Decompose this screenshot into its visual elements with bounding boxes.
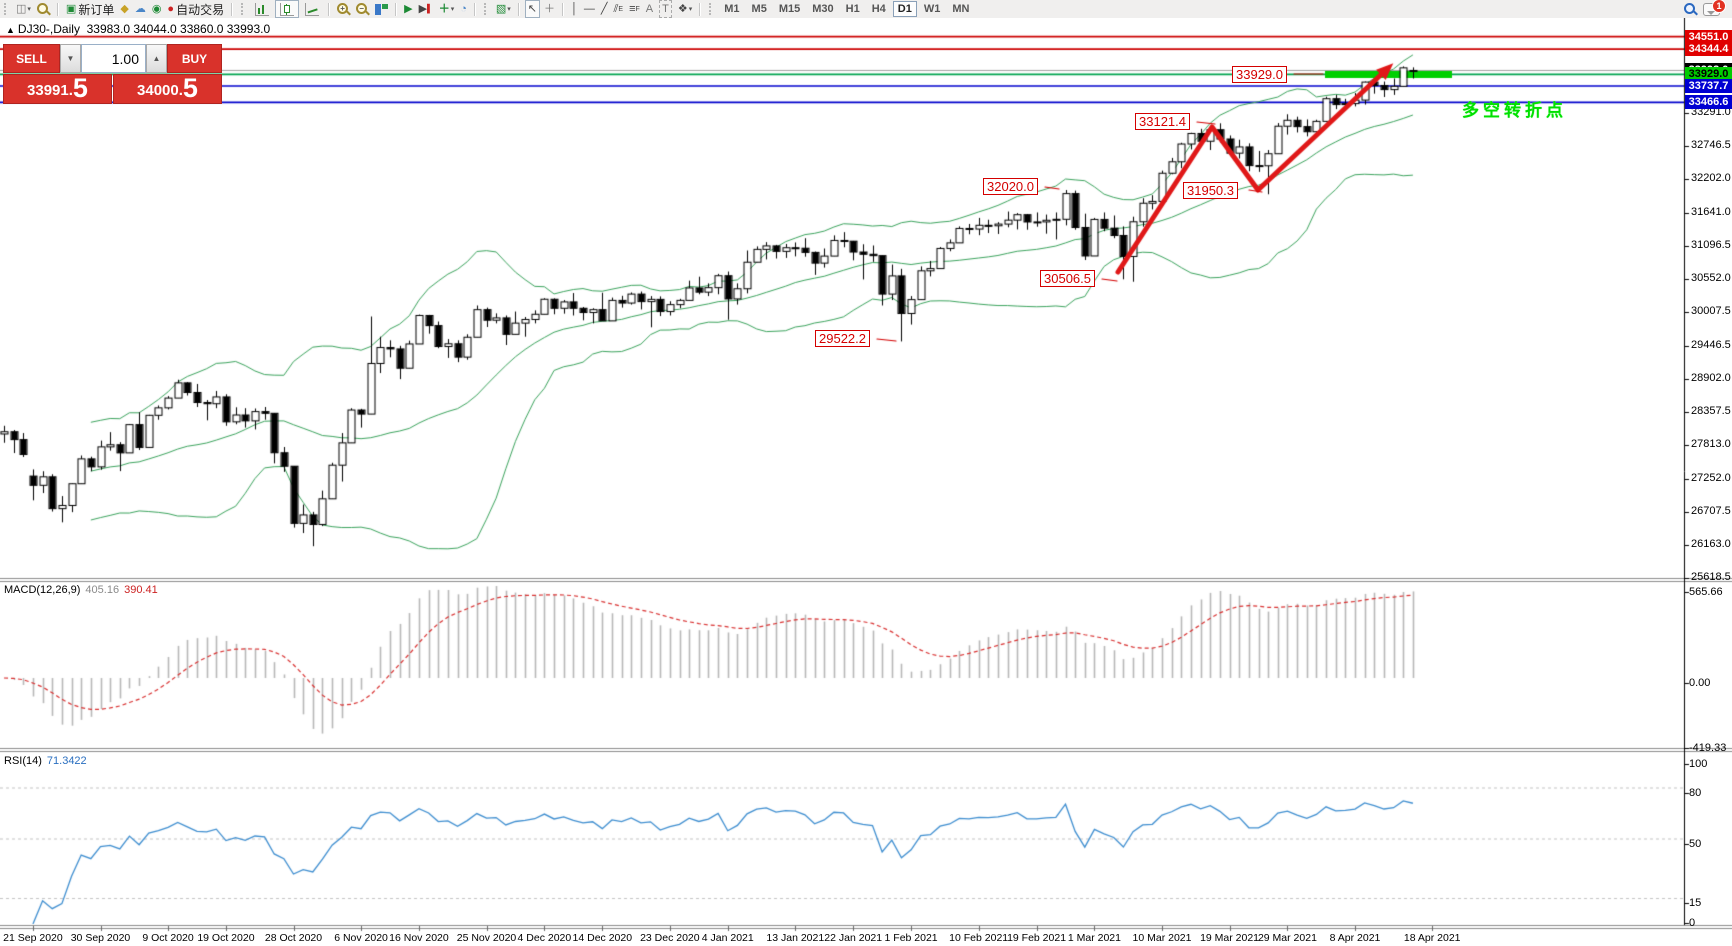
indicators-icon[interactable]: ＋ ▾	[438, 3, 455, 15]
chat-icon[interactable]: 1	[1701, 0, 1726, 17]
notification-badge: 1	[1712, 0, 1726, 13]
toolbar: ◫ ▾ ▣ 新订单 ◆ ☁ ◉ ● 自动交易 + − ▶ ▶ ▌ ＋ ▾ ◔ ▧ ▾ ↖ ＋…	[0, 0, 1732, 19]
cursor-icon[interactable]: ↖	[524, 0, 541, 18]
market-depth-icon[interactable]: ◆	[120, 3, 129, 15]
new-chart-icon[interactable]: ◫ ▾	[16, 3, 31, 15]
vertical-line-icon[interactable]: │	[571, 3, 578, 15]
toolbar-separator	[473, 2, 476, 16]
sell-button[interactable]: SELL	[3, 44, 60, 73]
chart-title: ▲ DJ30-,Daily 33983.0 34044.0 33860.0 339…	[6, 22, 271, 36]
crosshair-icon[interactable]: ＋	[544, 3, 556, 15]
fibonacci-icon[interactable]: ≡ F	[629, 3, 640, 15]
tf-d1-button[interactable]: D1	[892, 1, 917, 17]
toolbar-drag-handle[interactable]	[4, 3, 9, 15]
toolbar-drag-handle[interactable]	[483, 3, 489, 15]
tile-windows-icon[interactable]	[373, 1, 390, 17]
tf-h1-button[interactable]: H1	[845, 3, 860, 15]
chart-area: 33291.0 32746.5 32202.0 31641.0 31096.5 30552…	[0, 18, 1732, 946]
line-chart-icon[interactable]	[301, 1, 323, 17]
zoom-out-icon[interactable]: −	[354, 1, 371, 17]
profiles-icon[interactable]	[35, 1, 52, 17]
collapse-triangle-icon[interactable]: ▲	[6, 25, 15, 35]
buy-button[interactable]: BUY	[167, 44, 222, 73]
bar-chart-icon[interactable]	[251, 1, 273, 17]
auto-scroll-icon[interactable]: ▶	[404, 3, 413, 15]
tf-w1-button[interactable]: W1	[923, 3, 941, 15]
text-icon[interactable]: A	[645, 3, 654, 15]
tf-m30-button[interactable]: M30	[812, 3, 834, 15]
tf-m5-button[interactable]: M5	[751, 3, 767, 15]
chart-canvas[interactable]	[0, 18, 1732, 946]
volume-decrease-button[interactable]: ▼	[60, 44, 81, 73]
mql5-cloud-icon[interactable]: ☁	[134, 3, 146, 15]
toolbar-drag-handle[interactable]	[241, 3, 246, 15]
tf-h4-button[interactable]: H4	[871, 3, 886, 15]
one-click-trading-panel: SELL ▼ 1.00 ▲ BUY 33991. 5 34000. 5	[3, 44, 222, 104]
toolbar-separator	[517, 2, 520, 16]
text-label-icon[interactable]: T	[657, 0, 674, 18]
signals-icon[interactable]: ◉	[151, 3, 162, 15]
new-order-button[interactable]: ▣ 新订单	[65, 2, 115, 17]
sell-price[interactable]: 33991. 5	[3, 74, 112, 104]
toolbar-separator	[328, 2, 331, 16]
toolbar-drag-handle[interactable]	[709, 3, 714, 15]
macd-indicator-label: MACD(12,26,9) 405.16 390.41	[4, 584, 158, 596]
trendline-icon[interactable]: ╱	[600, 3, 608, 15]
tf-m15-button[interactable]: M15	[778, 3, 801, 15]
tf-mn-button[interactable]: MN	[952, 3, 970, 15]
chart-shift-icon[interactable]: ▶ ▌	[418, 3, 433, 15]
equidistant-channel-icon[interactable]: ⫽ E	[613, 3, 624, 15]
toolbar-separator	[699, 2, 702, 16]
candlestick-chart-icon[interactable]	[275, 0, 300, 18]
toolbar-separator	[56, 2, 59, 16]
volume-input[interactable]: 1.00	[81, 44, 146, 73]
periods-clock-icon[interactable]: ◔	[460, 3, 467, 15]
bull-bear-turning-point-note: 多空转折点	[1462, 101, 1567, 120]
arrows-icon[interactable]: ❖ ▾	[677, 3, 693, 15]
zoom-in-icon[interactable]: +	[335, 1, 352, 17]
toolbar-separator	[231, 2, 234, 16]
toolbar-separator	[395, 2, 398, 16]
search-icon[interactable]	[1682, 1, 1699, 17]
tf-m1-button[interactable]: M1	[724, 3, 740, 15]
volume-increase-button[interactable]: ▲	[146, 44, 167, 73]
buy-price[interactable]: 34000. 5	[113, 74, 222, 104]
autotrading-button[interactable]: ● 自动交易	[167, 2, 225, 17]
horizontal-line-icon[interactable]: —	[583, 3, 595, 15]
templates-icon[interactable]: ▧ ▾	[495, 3, 511, 15]
rsi-indicator-label: RSI(14) 71.3422	[4, 755, 87, 767]
toolbar-separator	[562, 2, 565, 16]
